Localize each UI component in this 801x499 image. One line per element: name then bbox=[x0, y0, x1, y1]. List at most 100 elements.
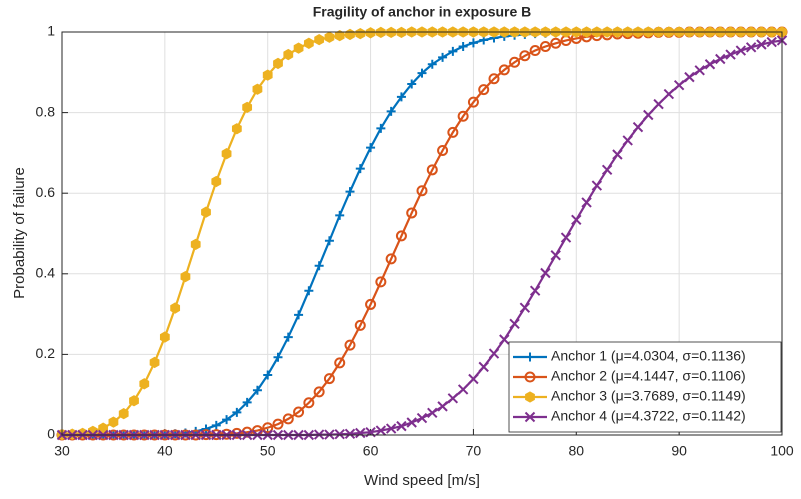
data-marker bbox=[643, 109, 654, 121]
data-marker bbox=[221, 148, 232, 160]
x-tick-label: 90 bbox=[671, 443, 687, 459]
data-marker bbox=[344, 339, 356, 351]
data-marker bbox=[601, 164, 613, 176]
data-marker bbox=[190, 238, 201, 251]
data-marker bbox=[396, 92, 406, 102]
data-marker bbox=[139, 378, 150, 390]
data-marker bbox=[201, 206, 211, 218]
x-tick-label: 70 bbox=[466, 443, 482, 459]
x-tick-label: 100 bbox=[770, 443, 794, 459]
data-marker bbox=[653, 98, 664, 110]
data-marker bbox=[159, 331, 170, 343]
data-marker bbox=[539, 41, 551, 52]
data-marker bbox=[427, 407, 438, 419]
data-marker bbox=[334, 29, 345, 42]
data-marker bbox=[416, 185, 428, 197]
data-marker bbox=[232, 407, 242, 417]
data-marker bbox=[313, 386, 325, 398]
data-marker bbox=[231, 123, 242, 135]
data-marker bbox=[386, 106, 396, 116]
data-marker bbox=[550, 250, 561, 261]
x-tick-label: 80 bbox=[568, 443, 584, 459]
data-marker bbox=[335, 210, 345, 220]
data-marker bbox=[324, 31, 335, 43]
data-marker bbox=[170, 302, 181, 314]
data-marker bbox=[334, 357, 346, 369]
legend-marker bbox=[524, 371, 536, 383]
y-tick-label: 0.8 bbox=[36, 103, 56, 119]
data-marker bbox=[355, 164, 365, 174]
x-tick-label: 50 bbox=[260, 443, 276, 459]
data-marker bbox=[498, 64, 510, 76]
data-marker bbox=[263, 370, 273, 380]
data-marker bbox=[704, 59, 716, 70]
data-marker bbox=[663, 88, 675, 100]
x-tick-label: 30 bbox=[54, 443, 70, 459]
data-marker bbox=[406, 417, 417, 428]
data-marker bbox=[376, 123, 386, 133]
data-marker bbox=[766, 36, 777, 48]
y-tick-label: 1 bbox=[47, 23, 55, 39]
y-tick-label: 0.6 bbox=[36, 184, 56, 200]
data-marker bbox=[519, 50, 531, 62]
y-tick-label: 0.4 bbox=[36, 265, 56, 281]
data-marker bbox=[242, 397, 252, 407]
data-marker bbox=[673, 79, 685, 91]
data-marker bbox=[242, 101, 253, 114]
data-marker bbox=[303, 37, 314, 49]
data-marker bbox=[293, 42, 304, 54]
data-marker bbox=[344, 428, 356, 439]
data-marker bbox=[354, 319, 366, 331]
data-marker bbox=[355, 427, 366, 439]
data-marker bbox=[385, 253, 397, 265]
data-marker bbox=[262, 69, 273, 81]
data-marker bbox=[365, 27, 376, 39]
legend-label: Anchor 1 (μ=4.0304, σ=0.1136) bbox=[551, 348, 746, 364]
data-marker bbox=[252, 385, 262, 395]
data-marker bbox=[550, 37, 562, 49]
data-marker bbox=[108, 416, 119, 428]
data-marker bbox=[180, 270, 191, 283]
data-marker bbox=[294, 310, 304, 320]
data-marker bbox=[345, 187, 355, 197]
data-marker bbox=[488, 348, 500, 359]
data-marker bbox=[406, 207, 418, 219]
data-marker bbox=[735, 45, 747, 56]
legend: Anchor 1 (μ=4.0304, σ=0.1136) Anchor 2 (μ… bbox=[508, 341, 782, 433]
data-marker bbox=[211, 420, 221, 430]
data-marker bbox=[222, 415, 232, 425]
data-marker bbox=[467, 96, 479, 108]
data-marker bbox=[622, 135, 633, 146]
y-axis-label: Probability of failure bbox=[11, 167, 28, 299]
data-marker bbox=[365, 298, 377, 310]
data-marker bbox=[98, 422, 109, 434]
data-marker bbox=[478, 361, 489, 373]
data-marker bbox=[438, 52, 448, 62]
data-marker bbox=[129, 395, 139, 407]
data-marker bbox=[149, 356, 160, 369]
data-marker bbox=[293, 406, 305, 418]
data-marker bbox=[715, 53, 726, 65]
data-marker bbox=[355, 27, 366, 40]
data-marker bbox=[478, 84, 490, 96]
data-marker bbox=[448, 46, 458, 56]
data-marker bbox=[725, 49, 736, 60]
x-axis-label: Wind speed [m/s] bbox=[364, 472, 480, 489]
data-marker bbox=[252, 83, 263, 95]
data-marker bbox=[417, 68, 427, 78]
data-marker bbox=[632, 121, 644, 133]
data-marker bbox=[426, 164, 438, 176]
legend-marker bbox=[525, 391, 535, 403]
data-marker bbox=[283, 48, 294, 61]
data-marker bbox=[684, 71, 695, 83]
data-marker bbox=[756, 39, 767, 50]
legend-label: Anchor 4 (μ=4.3722, σ=0.1142) bbox=[551, 408, 746, 424]
data-marker bbox=[334, 428, 345, 440]
data-marker bbox=[273, 352, 283, 362]
data-marker bbox=[540, 267, 551, 279]
data-marker bbox=[282, 413, 294, 425]
data-marker bbox=[304, 286, 314, 296]
data-marker bbox=[560, 34, 572, 46]
